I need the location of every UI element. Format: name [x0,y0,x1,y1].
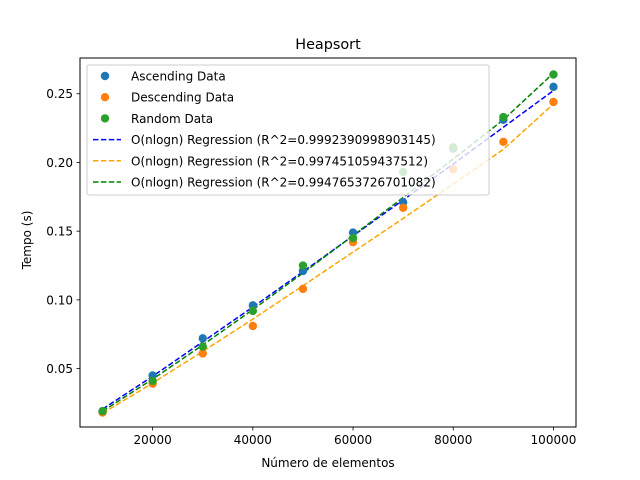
legend-marker-0 [100,71,110,81]
legend-marker-1 [100,93,110,102]
data-point-s2-p8 [499,112,508,122]
legend-label-4: O(nlogn) Regression (R^2=0.9974510594375… [131,154,428,168]
x-tick-label-4: 100000 [531,433,577,447]
legend: Ascending Data Descending Data Random Data… [86,64,490,196]
y-axis-label: Tempo (s) [20,211,34,271]
data-point-s0-p2 [198,334,207,343]
data-point-s0-p9 [549,82,558,92]
regression-line-4 [102,103,554,414]
data-point-s1-p8 [499,137,508,147]
legend-marker-2 [100,114,110,123]
data-point-s1-p4 [298,284,308,294]
data-point-s2-p1 [148,376,157,386]
data-point-s2-p3 [248,306,258,316]
regression-line-5 [102,72,554,412]
data-point-s2-p4 [298,261,308,270]
data-point-s1-p6 [398,203,408,212]
legend-label-0: Ascending Data [131,70,226,84]
data-point-s2-p5 [348,233,358,243]
legend-label-5: O(nlogn) Regression (R^2=0.9947653726701… [131,176,436,190]
data-point-s1-p3 [248,321,258,331]
x-tick-label-0: 20000 [134,433,172,447]
data-point-s1-p2 [198,349,207,358]
legend-label-2: Random Data [131,112,213,126]
x-axis-label: Número de elementos [261,456,394,470]
data-point-s2-p0 [98,407,107,416]
axes-frame [79,57,577,428]
plot-area [98,70,558,417]
data-point-s1-p9 [549,97,558,107]
x-tick-label-3: 80000 [434,433,472,447]
legend-label-1: Descending Data [131,91,234,105]
y-tick-label-1: 0.10 [46,293,73,307]
x-tick-label-2: 60000 [334,433,372,447]
axes: 20000 40000 60000 80000 100000 0.05 0.10 0.15 0.… [46,57,577,447]
chart-title: Heapsort [295,37,361,53]
data-point-s2-p2 [198,342,207,351]
y-tick-label-3: 0.20 [46,156,73,170]
y-tick-label-4: 0.25 [46,87,73,101]
legend-label-3: O(nlogn) Regression (R^2=0.9992390998903… [131,133,436,147]
y-tick-label-2: 0.15 [46,225,73,239]
legend-box [86,64,490,196]
x-tick-label-1: 40000 [234,433,272,447]
data-point-s2-p9 [549,70,558,79]
y-tick-label-0: 0.05 [46,362,73,376]
